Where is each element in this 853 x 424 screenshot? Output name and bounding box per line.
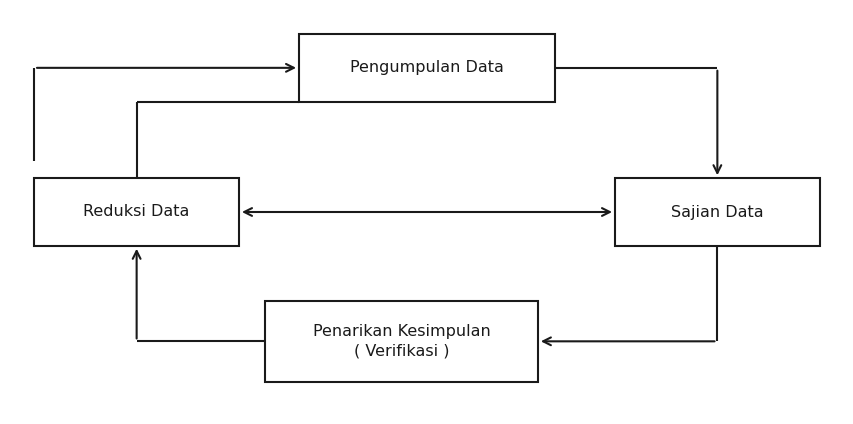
Bar — [34, 178, 239, 246]
Bar — [614, 178, 819, 246]
Bar — [264, 301, 537, 382]
Bar — [299, 34, 554, 102]
Text: Penarikan Kesimpulan
( Verifikasi ): Penarikan Kesimpulan ( Verifikasi ) — [312, 324, 490, 359]
Text: Pengumpulan Data: Pengumpulan Data — [350, 60, 503, 75]
Text: Reduksi Data: Reduksi Data — [84, 204, 189, 220]
Text: Sajian Data: Sajian Data — [670, 204, 763, 220]
